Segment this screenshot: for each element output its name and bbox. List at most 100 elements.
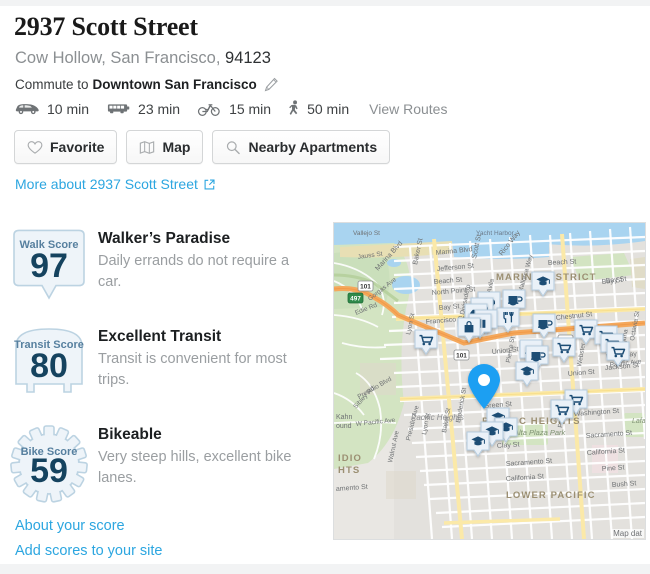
more-about-link[interactable]: More about 2937 Scott Street: [15, 176, 650, 192]
map-label: California St: [587, 447, 626, 457]
map-label: Bay St: [605, 276, 626, 285]
walk-score-heading: Walker’s Paradise: [98, 230, 231, 247]
map-label: Bay St: [439, 303, 460, 312]
map-label: North Point St: [432, 286, 476, 297]
map-label: Pacific Heights: [411, 413, 464, 422]
transit-score-value: 80: [30, 347, 68, 385]
commute-mode-bus-value: 23 min: [138, 100, 181, 117]
map-attribution: Map dat: [611, 529, 644, 538]
map-label: Jauss St: [357, 251, 383, 261]
map-button-label: Map: [162, 139, 191, 155]
map-label: Baker St: [441, 407, 452, 433]
location-pin[interactable]: [468, 364, 500, 409]
favorite-button-label: Favorite: [50, 139, 105, 155]
map-label: W Pacific Ave: [355, 417, 396, 428]
map-label: Beach St: [548, 259, 577, 267]
more-about-link-label: More about 2937 Scott Street: [15, 176, 198, 192]
map-poi-markers[interactable]: [414, 271, 630, 457]
neighborhood-label: Cow Hollow: [15, 49, 102, 67]
map-poi-coffee[interactable]: [532, 313, 556, 339]
bike-score-badge[interactable]: Bike Score 59: [0, 420, 98, 504]
map-label: Laguna: [619, 328, 630, 351]
map-poi-cart[interactable]: [574, 319, 598, 345]
footer-links: About your score Add scores to your site: [15, 518, 163, 568]
map-label: IDIO: [338, 453, 362, 464]
map-poi-cart[interactable]: [552, 337, 576, 363]
map-button[interactable]: Map: [126, 130, 204, 164]
walk-icon: [288, 100, 301, 117]
page-title: 2937 Scott Street: [14, 12, 198, 41]
map-panel[interactable]: Yacht Harbor Marina Blvd Jefferson St Rico …: [333, 222, 646, 540]
commute-destination-label: Downtown San Francisco: [92, 77, 257, 92]
map-label: Pine St: [602, 464, 625, 473]
map-poi-cart[interactable]: [414, 329, 438, 355]
map-label: Scott St: [471, 234, 483, 259]
map-label: Sacramento St: [506, 458, 553, 468]
map-label: Lafa: [632, 418, 645, 425]
bike-score-heading: Bikeable: [98, 426, 162, 443]
action-button-row: Favorite Map Nearby Apartments: [14, 130, 650, 164]
map-label: PACIFIC HEIGHTS: [482, 416, 581, 427]
map-label: Kahn: [336, 414, 352, 421]
map-poi-restaurant[interactable]: [496, 307, 520, 333]
commute-mode-car[interactable]: 10 min: [15, 101, 89, 117]
map-poi-graduation-cap[interactable]: [466, 431, 490, 457]
map-label: amento St: [336, 484, 368, 493]
map-label: Francisco St: [426, 316, 465, 326]
map-icon: [139, 140, 155, 155]
map-label: HTS: [338, 465, 360, 476]
top-divider: [0, 0, 650, 6]
map-label: Alta Plaza Park: [513, 428, 567, 437]
favorite-button[interactable]: Favorite: [14, 130, 118, 164]
bike-score-value: 59: [30, 452, 68, 490]
bottom-divider: [0, 564, 650, 574]
commute-mode-bike[interactable]: 15 min: [197, 101, 271, 117]
map-label: ound: [336, 423, 352, 430]
search-icon: [225, 140, 241, 155]
map-label: Lyon St: [421, 412, 432, 435]
map-label: Marina Blvd: [435, 246, 473, 257]
map-label: LOWER PACIFIC: [506, 490, 596, 501]
bike-score-text: Bikeable Very steep hills, excellent bik…: [98, 420, 313, 489]
transit-score-badge[interactable]: Transit Score 80: [0, 322, 98, 406]
view-routes-link[interactable]: View Routes: [369, 100, 448, 117]
location-pin-shape[interactable]: [468, 364, 500, 409]
external-link-icon: [204, 179, 215, 190]
map-label: Beach St: [434, 277, 463, 286]
highway-shield: 497: [347, 292, 364, 304]
map-label: Yacht Harbor: [476, 230, 515, 237]
map-poi-cart[interactable]: [606, 341, 630, 367]
map-label: Vallejo St: [353, 230, 380, 237]
commute-mode-walk[interactable]: 50 min: [288, 100, 349, 117]
commute-mode-bike-value: 15 min: [229, 100, 272, 117]
walk-score-badge[interactable]: Walk Score 97: [0, 224, 98, 308]
map-poi-graduation-cap[interactable]: [515, 361, 539, 387]
pencil-icon[interactable]: [264, 77, 279, 92]
bus-icon: [106, 101, 131, 116]
nearby-apartments-button[interactable]: Nearby Apartments: [212, 130, 391, 164]
map-label: Webster: [576, 342, 587, 368]
car-icon: [15, 101, 40, 116]
city-label: San Francisco: [110, 49, 216, 67]
map-poi-graduation-cap[interactable]: [531, 271, 555, 297]
about-your-score-link[interactable]: About your score: [15, 518, 125, 534]
transit-score-heading: Excellent Transit: [98, 328, 222, 345]
map-label: Pierce St: [505, 336, 517, 363]
add-scores-link[interactable]: Add scores to your site: [15, 543, 163, 559]
highway-shield: 101: [357, 280, 374, 292]
map-label: Washington St: [574, 408, 620, 418]
map-poi-cart[interactable]: [550, 399, 574, 425]
map-poi-bag[interactable]: [457, 317, 481, 343]
commute-mode-car-value: 10 min: [47, 100, 90, 117]
map-label: Lyon St: [405, 312, 416, 335]
walk-score-value: 97: [30, 247, 68, 285]
heart-icon: [27, 140, 43, 155]
map-label: Bush St: [612, 480, 637, 489]
map-label: Green St: [484, 401, 512, 410]
commute-modes: 10 min 23 min: [15, 100, 650, 117]
commute-mode-bus[interactable]: 23 min: [106, 101, 180, 117]
address-subtitle: Cow Hollow, San Francisco, 94123: [15, 49, 271, 67]
map-label: California St: [506, 473, 545, 483]
